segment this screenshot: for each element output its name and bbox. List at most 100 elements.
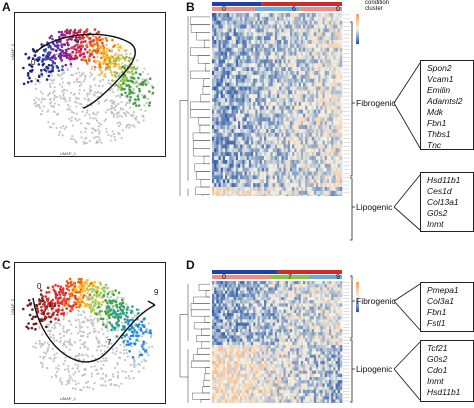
dendrogram-branch: [191, 25, 210, 33]
heatmap-cell: [234, 90, 236, 94]
heatmap-cell: [240, 125, 242, 129]
heatmap-cell: [253, 90, 255, 94]
heatmap-cell: [340, 183, 342, 187]
heatmap-cell: [288, 63, 290, 67]
heatmap-cell: [258, 187, 260, 191]
heatmap-cell: [238, 75, 240, 79]
heatmap-cell: [294, 56, 296, 60]
heatmap-cell: [249, 187, 251, 191]
heatmap-cell: [327, 179, 329, 183]
umap-point: [118, 66, 121, 69]
heatmap-cell: [258, 117, 260, 121]
heatmap-cell: [307, 44, 309, 48]
umap-point: [125, 104, 127, 106]
heatmap-cell: [336, 125, 338, 129]
heatmap-cell: [303, 83, 305, 87]
heatmap-cell: [266, 86, 268, 90]
heatmap-cell: [225, 129, 227, 133]
gene-box-lipogenic-b: Hsd11b1 Ces1d Col13a1 G0s2 Inmt: [420, 172, 474, 232]
heatmap-cell: [323, 13, 325, 17]
umap-point: [84, 59, 87, 62]
umap-point: [95, 36, 98, 39]
heatmap-cell: [331, 94, 333, 98]
umap-point: [102, 61, 105, 64]
heatmap-cell: [247, 90, 249, 94]
heatmap-cell: [223, 13, 225, 17]
heatmap-cell: [333, 40, 335, 44]
umap-point: [103, 120, 105, 122]
heatmap-cell: [236, 79, 238, 83]
heatmap-cell: [240, 187, 242, 191]
heatmap-cell: [238, 148, 240, 152]
heatmap-cell: [247, 102, 249, 106]
heatmap-cell: [307, 75, 309, 79]
heatmap-cell: [288, 21, 290, 25]
heatmap-cell: [221, 164, 223, 168]
heatmap-cell: [331, 133, 333, 137]
heatmap-cell: [212, 86, 214, 90]
heatmap-cell: [336, 83, 338, 87]
heatmap-cell: [227, 13, 229, 17]
heatmap-cell: [219, 83, 221, 87]
heatmap-cell: [255, 156, 257, 160]
heatmap-cell: [273, 67, 275, 71]
heatmap-cell: [303, 44, 305, 48]
umap-point: [74, 101, 76, 103]
heatmap-cell: [268, 172, 270, 176]
heatmap-cell: [318, 152, 320, 156]
heatmap-cell: [286, 121, 288, 125]
heatmap-cell: [234, 48, 236, 52]
heatmap-cell: [216, 13, 218, 17]
heatmap-cell: [221, 28, 223, 32]
heatmap-cell: [318, 13, 320, 17]
heatmap-cell: [301, 63, 303, 67]
heatmap-cell: [242, 121, 244, 125]
umap-point: [85, 128, 87, 130]
heatmap-cell: [216, 102, 218, 106]
heatmap-cell: [329, 148, 331, 152]
umap-point: [89, 85, 91, 87]
heatmap-cell: [214, 40, 216, 44]
heatmap-cell: [234, 179, 236, 183]
heatmap-cell: [297, 75, 299, 79]
heatmap-cell: [297, 90, 299, 94]
heatmap-cell: [333, 67, 335, 71]
heatmap-cell: [273, 183, 275, 187]
heatmap-cell: [262, 67, 264, 71]
heatmap-cell: [329, 71, 331, 75]
heatmap-cell: [299, 121, 301, 125]
heatmap-cell: [288, 71, 290, 75]
heatmap-cell: [327, 28, 329, 32]
heatmap-cell: [290, 98, 292, 102]
heatmap-cell: [238, 40, 240, 44]
heatmap-cell: [242, 183, 244, 187]
heatmap-cell: [340, 52, 342, 56]
heatmap-cell: [240, 144, 242, 148]
heatmap-cell: [314, 90, 316, 94]
heatmap-cell: [249, 191, 251, 195]
heatmap-cell: [275, 148, 277, 152]
heatmap-cell: [266, 137, 268, 141]
heatmap-cell: [340, 114, 342, 118]
heatmap-cell: [290, 152, 292, 156]
umap-point: [51, 68, 54, 71]
heatmap-cell: [264, 133, 266, 137]
heatmap-cell: [227, 17, 229, 21]
heatmap-cell: [216, 75, 218, 79]
heatmap-cell: [314, 17, 316, 21]
heatmap-cell: [333, 13, 335, 17]
heatmap-cell: [314, 141, 316, 145]
heatmap-cell: [323, 191, 325, 195]
heatmap-cell: [264, 121, 266, 125]
umap-point: [75, 106, 77, 108]
heatmap-cell: [281, 129, 283, 133]
umap-point: [47, 309, 49, 311]
heatmap-cell: [255, 63, 257, 67]
heatmap-cell: [288, 32, 290, 36]
heatmap-cell: [238, 67, 240, 71]
heatmap-cell: [290, 148, 292, 152]
heatmap-cell: [258, 191, 260, 195]
heatmap-cell: [325, 25, 327, 29]
heatmap-cell: [325, 195, 327, 196]
umap-point: [24, 53, 27, 56]
